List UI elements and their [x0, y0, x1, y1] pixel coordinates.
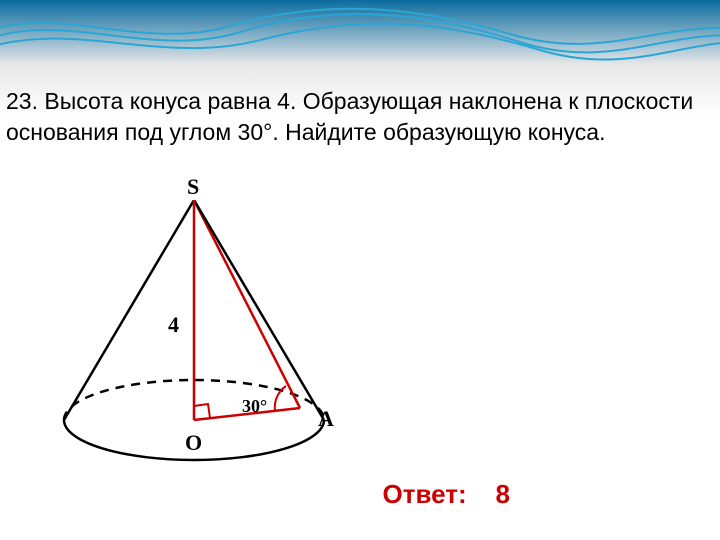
problem-text: 23. Высота конуса равна 4. Образующая на… — [6, 86, 706, 148]
label-A: A — [318, 406, 334, 432]
label-height: 4 — [168, 312, 179, 338]
label-angle: 30° — [242, 396, 267, 417]
answer-label: Ответ: — [383, 479, 467, 509]
label-O: O — [185, 430, 202, 456]
answer-value: 8 — [496, 479, 510, 509]
cone-diagram: S O A 4 30° — [34, 200, 394, 510]
answer-line: Ответ: 8 — [383, 479, 510, 510]
label-S: S — [187, 174, 199, 200]
decorative-wave — [0, 0, 720, 70]
